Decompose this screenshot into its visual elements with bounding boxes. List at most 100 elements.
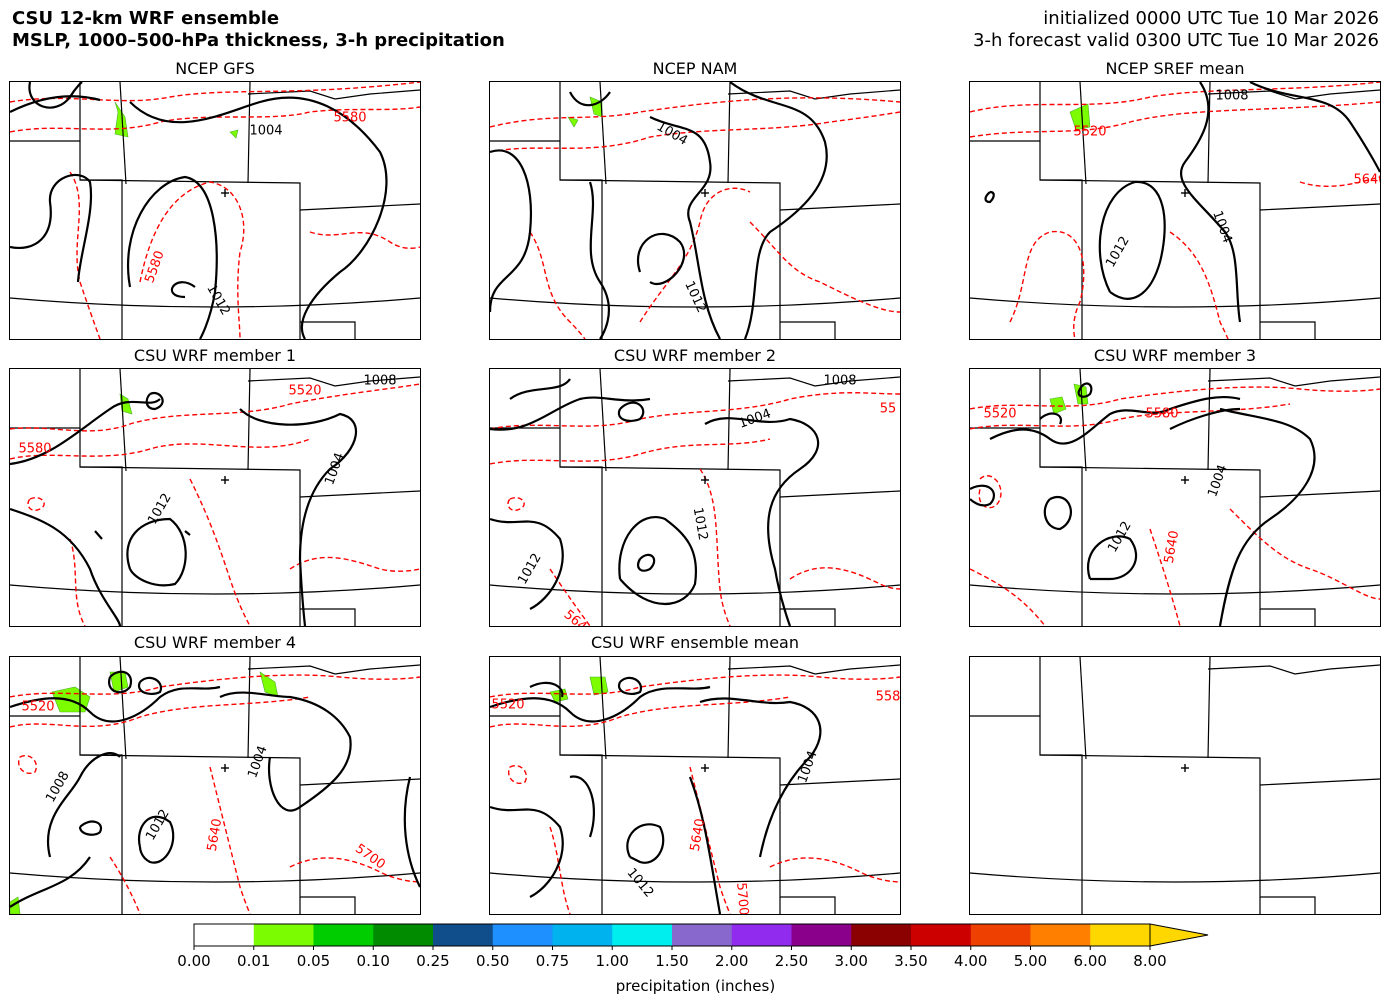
colorbar-extend-arrow (1149, 923, 1209, 947)
thickness-label: 5520 (288, 384, 321, 399)
thickness-contour (749, 221, 900, 313)
thickness-contour (10, 383, 420, 432)
state-boundary (299, 490, 420, 498)
map-panel-member-2: 1008 55 1004 1012 1012 564 (489, 368, 901, 627)
mslp-isobar (10, 856, 91, 908)
thickness-label: 5520 (491, 698, 524, 713)
mslp-isobar (637, 232, 686, 285)
state-boundary (780, 321, 836, 339)
thickness-contour (699, 468, 731, 626)
panel-title-member-4: CSU WRF member 4 (133, 633, 297, 652)
thickness-contour (10, 106, 420, 133)
panel-title-gfs: NCEP GFS (175, 59, 255, 78)
mslp-isobar (618, 516, 698, 605)
state-boundary (1039, 179, 1261, 339)
thickness-contour (490, 111, 900, 153)
mslp-isobar (617, 676, 643, 696)
mslp-isobar (94, 530, 191, 540)
mslp-isobar (509, 378, 571, 400)
map-canvas: 10085520564010041012 (970, 82, 1380, 339)
state-boundary (727, 369, 731, 471)
state-boundary (779, 778, 900, 786)
state-boundary (490, 584, 900, 595)
state-boundary (79, 179, 301, 339)
mslp-isobar (47, 751, 121, 858)
colorbar-tick-label: 0.10 (357, 952, 390, 970)
mslp-isobar (729, 82, 828, 339)
panel-title-ensemble-mean: CSU WRF ensemble mean (590, 633, 799, 652)
colorbar-segment (851, 924, 912, 946)
mslp-isobar (10, 507, 122, 626)
map-panel-blank (969, 656, 1381, 915)
state-boundary (490, 872, 900, 883)
valid-time: 3-h forecast valid 0300 UTC Tue 10 Mar 2… (973, 30, 1379, 51)
mslp-isobar (989, 395, 1241, 445)
state-boundary (1039, 754, 1261, 914)
mslp-isobar (688, 776, 722, 914)
colorbar-segment (911, 924, 972, 946)
thickness-label: 5700 (733, 882, 751, 914)
state-boundary (599, 657, 607, 760)
mslp-isobar (704, 417, 820, 626)
mslp-isobar (108, 670, 133, 694)
mslp-isobar (126, 517, 187, 587)
thickness-contour (27, 497, 45, 511)
colorbar-segment (612, 924, 673, 946)
mslp-isobar (970, 484, 995, 507)
thickness-contour (978, 475, 1002, 509)
colorbar-segment (313, 924, 374, 946)
thickness-contour (289, 857, 420, 883)
colorbar-segment (672, 924, 733, 946)
mslp-isobar (490, 685, 711, 723)
mslp-isobar (1179, 82, 1242, 323)
panel-title-member-2: CSU WRF member 2 (613, 346, 777, 365)
colorbar-tick-label: 6.00 (1074, 952, 1107, 970)
mslp-isobar (984, 190, 995, 204)
station-marker (221, 476, 229, 484)
station-marker (221, 189, 229, 197)
thickness-contour (549, 826, 571, 914)
state-boundary (1259, 778, 1380, 786)
mslp-isobar (137, 815, 175, 864)
thickness-contour (970, 82, 1380, 113)
thickness-contour (18, 755, 37, 774)
thickness-label: 5580 (18, 442, 51, 457)
precip-area (119, 393, 133, 415)
state-boundary (779, 490, 900, 498)
thickness-contour (10, 696, 311, 728)
map-panel-member-3: 5520 5580 1004 1012 5640 (969, 368, 1381, 627)
thickness-label: 558 (876, 690, 900, 705)
isobar-label: 1012 (690, 506, 711, 541)
colorbar-segment (731, 924, 792, 946)
state-boundary (727, 89, 900, 100)
state-boundary (1259, 490, 1380, 498)
precip-area (589, 676, 609, 696)
mslp-isobar (126, 175, 218, 339)
state-boundary (1260, 896, 1316, 914)
thickness-contour (1009, 230, 1085, 339)
thickness-contour (1149, 528, 1181, 626)
thickness-contour (69, 171, 101, 339)
mslp-isobar (239, 408, 358, 626)
thickness-contour (769, 857, 900, 883)
colorbar-tick-label: 1.00 (596, 952, 629, 970)
state-boundary (1260, 608, 1316, 626)
state-boundary (119, 82, 127, 185)
state-boundary (119, 657, 127, 760)
colorbar-segment (1090, 924, 1151, 946)
colorbar-segment (194, 924, 255, 946)
mslp-isobar (1077, 382, 1093, 398)
map-canvas (970, 657, 1380, 914)
mslp-isobar (129, 96, 388, 339)
state-boundary (300, 896, 356, 914)
thickness-contour (639, 187, 751, 323)
thickness-contour (10, 438, 311, 460)
state-boundary (247, 664, 420, 675)
mslp-isobar (626, 823, 665, 864)
mslp-isobar (490, 517, 564, 610)
mslp-isobar (588, 181, 610, 339)
